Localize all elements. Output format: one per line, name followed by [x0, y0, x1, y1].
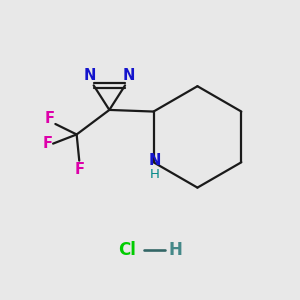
Text: H: H — [150, 168, 160, 181]
Text: N: N — [123, 68, 135, 83]
Text: N: N — [83, 68, 96, 83]
Text: F: F — [42, 136, 52, 151]
Text: N: N — [149, 153, 161, 168]
Text: F: F — [74, 162, 84, 177]
Text: H: H — [169, 241, 182, 259]
Text: F: F — [44, 111, 55, 126]
Text: Cl: Cl — [118, 241, 136, 259]
